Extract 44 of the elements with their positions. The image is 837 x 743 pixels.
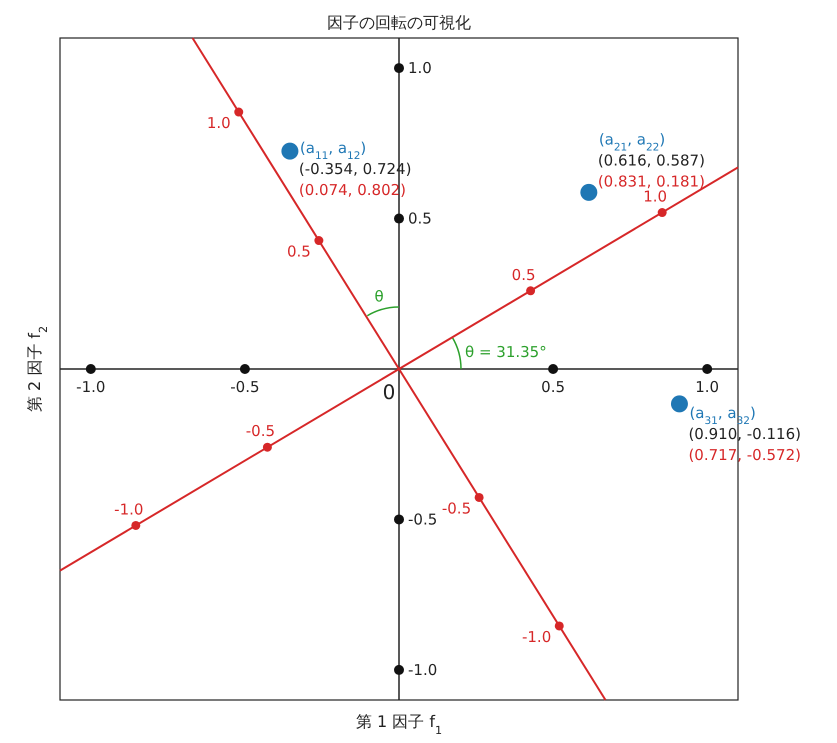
- point: [548, 364, 558, 374]
- annotation: 0: [382, 380, 396, 404]
- annotation: 1.0: [206, 114, 231, 132]
- annotation: 1.0: [643, 188, 668, 206]
- chart-title: 因子の回転の可視化: [327, 13, 471, 32]
- annotation: -0.5: [246, 422, 276, 440]
- annotation: (0.831, 0.181): [598, 172, 705, 190]
- y-tick-label: 0.5: [408, 210, 432, 228]
- point: [314, 236, 324, 246]
- point: [394, 63, 404, 74]
- annotation: 0.5: [512, 266, 536, 284]
- point: [474, 492, 484, 502]
- data-label: (a$_{11}$, a$_{12}$): [300, 139, 366, 162]
- point: [394, 514, 404, 524]
- point: [86, 364, 96, 374]
- annotation: (0.616, 0.587): [598, 151, 705, 170]
- x-tick-label: 1.0: [695, 378, 720, 396]
- annotation: -1.0: [114, 500, 144, 518]
- point: [554, 621, 564, 630]
- data-label: (a$_{21}$, a$_{22}$): [598, 130, 666, 154]
- point: [702, 364, 712, 374]
- annotation: -0.5: [442, 499, 472, 518]
- point: [281, 142, 298, 160]
- y-tick-label: -1.0: [408, 660, 438, 679]
- point: [670, 395, 688, 412]
- x-tick-label: -0.5: [230, 378, 260, 396]
- annotation: 0.5: [287, 242, 311, 261]
- y-tick-label: -0.5: [408, 510, 438, 528]
- x-tick-label: 0.5: [541, 378, 566, 396]
- point: [262, 442, 272, 452]
- point: [394, 664, 404, 675]
- point: [234, 108, 244, 117]
- point: [526, 286, 536, 296]
- annotation: θ: [374, 288, 384, 306]
- point: [658, 208, 667, 218]
- y-tick-label: 1.0: [408, 59, 432, 78]
- annotation: -1.0: [522, 628, 552, 646]
- annotation: θ = 31.35°: [465, 343, 547, 361]
- point: [580, 184, 598, 201]
- point: [131, 520, 140, 530]
- point: [240, 364, 250, 374]
- point: [394, 214, 404, 224]
- x-tick-label: -1.0: [76, 378, 106, 396]
- x-axis-title: 第 1 因子 f$_{1}$: [356, 712, 442, 736]
